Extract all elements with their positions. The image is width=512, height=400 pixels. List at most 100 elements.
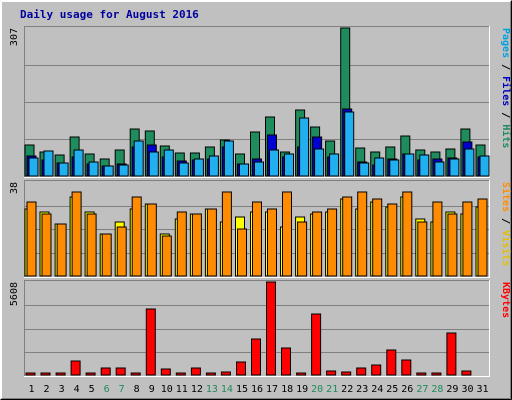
bar-kbytes-day-21 <box>326 370 337 376</box>
bar-pages-day-17 <box>269 149 279 177</box>
bar-sites-day-28 <box>432 201 443 277</box>
bar-kbytes-day-18 <box>281 347 291 376</box>
bar-kbytes-day-7 <box>115 367 126 376</box>
panel-sites-visits: 38 Sites / Visits <box>9 180 512 278</box>
bar-kbytes-day-16 <box>251 338 261 376</box>
bar-sites-day-15 <box>237 228 247 277</box>
day-label: 25 <box>386 384 398 395</box>
series-sites <box>26 191 488 277</box>
bar-kbytes-day-11 <box>175 372 186 376</box>
side-label-sites-visits: Sites / Visits <box>500 182 512 266</box>
ymax-label-pages-files-hits: 307 <box>9 28 20 46</box>
day-label: 4 <box>74 384 80 395</box>
day-label: 8 <box>134 384 140 395</box>
bar-kbytes-day-20 <box>311 313 322 376</box>
day-label: 1 <box>28 384 34 395</box>
bar-sites-day-2 <box>41 213 52 277</box>
bar-pages-day-30 <box>464 148 475 177</box>
side-label-part: Visits <box>500 230 512 266</box>
bar-kbytes-day-4 <box>70 360 81 376</box>
bar-kbytes-day-12 <box>190 367 201 376</box>
bar-kbytes-day-3 <box>55 372 66 376</box>
day-label: 18 <box>281 384 293 395</box>
bar-sites-day-3 <box>56 223 67 277</box>
day-label: 12 <box>191 384 203 395</box>
bar-pages-day-19 <box>299 117 310 177</box>
bar-pages-day-7 <box>118 164 129 177</box>
side-label-part: Files <box>500 76 512 106</box>
bar-kbytes-day-10 <box>160 368 171 376</box>
bar-kbytes-day-2 <box>40 372 51 376</box>
bar-kbytes-day-1 <box>25 372 36 376</box>
bar-pages-day-10 <box>163 149 174 177</box>
bar-sites-day-30 <box>462 201 473 277</box>
side-label-part: / <box>500 106 511 124</box>
bar-pages-day-8 <box>133 140 144 177</box>
bar-kbytes-day-26 <box>401 359 412 376</box>
day-label: 11 <box>176 384 188 395</box>
panel-kbytes: 5608 KBytes <box>9 280 511 377</box>
bar-sites-day-25 <box>387 203 398 277</box>
day-label: 31 <box>476 384 488 395</box>
bar-sites-day-16 <box>252 201 262 277</box>
bar-sites-day-4 <box>71 191 82 277</box>
bar-pages-day-20 <box>314 148 325 177</box>
bar-kbytes-day-17 <box>266 281 276 376</box>
bar-pages-day-27 <box>419 154 430 177</box>
bar-sites-day-12 <box>191 213 202 277</box>
bar-pages-day-28 <box>434 161 445 177</box>
bar-kbytes-day-30 <box>461 370 472 376</box>
bar-sites-day-1 <box>26 201 37 277</box>
day-label: 9 <box>149 384 155 395</box>
bar-pages-day-23 <box>359 162 370 177</box>
bar-sites-day-13 <box>206 208 217 277</box>
side-label-part: Pages <box>500 28 511 58</box>
day-label: 14 <box>221 384 233 395</box>
bar-kbytes-day-24 <box>371 364 382 376</box>
day-label: 28 <box>431 384 443 395</box>
bar-pages-day-12 <box>193 158 204 177</box>
bar-kbytes-day-6 <box>100 367 111 376</box>
day-label: 21 <box>326 384 338 395</box>
day-label: 10 <box>161 384 173 395</box>
bar-pages-day-6 <box>103 165 114 177</box>
bar-sites-day-27 <box>417 221 428 277</box>
day-label: 22 <box>341 384 353 395</box>
bar-sites-day-23 <box>357 191 368 277</box>
bar-kbytes-day-8 <box>130 372 141 376</box>
bar-pages-day-29 <box>449 158 460 177</box>
day-label: 6 <box>104 384 110 395</box>
bar-sites-day-9 <box>146 203 157 277</box>
day-label: 2 <box>43 384 49 395</box>
bar-pages-day-31 <box>479 155 490 177</box>
bar-sites-day-31 <box>477 198 488 277</box>
bar-kbytes-day-19 <box>296 372 307 376</box>
side-label-part: Sites <box>500 182 512 212</box>
bar-sites-day-19 <box>297 221 308 277</box>
bar-pages-day-18 <box>284 153 294 177</box>
bar-kbytes-day-13 <box>205 372 216 376</box>
side-label-part: / <box>500 212 511 230</box>
day-label: 20 <box>311 384 323 395</box>
side-label-part: KBytes <box>500 282 511 318</box>
bar-pages-day-14 <box>223 140 234 177</box>
day-label: 5 <box>89 384 95 395</box>
day-label: 17 <box>266 384 278 395</box>
bar-sites-day-10 <box>161 235 172 277</box>
series-pages <box>28 111 490 177</box>
day-label: 16 <box>251 384 263 395</box>
chart-title: Daily usage for August 2016 <box>20 8 199 21</box>
bar-kbytes-day-25 <box>386 349 397 376</box>
side-label-pages-files-hits: Pages / Files / Hits <box>500 28 512 148</box>
bar-sites-day-18 <box>282 191 292 277</box>
day-label: 19 <box>296 384 308 395</box>
bar-kbytes-day-14 <box>220 371 231 376</box>
side-label-part: Hits <box>500 124 512 148</box>
bar-pages-day-25 <box>389 159 400 177</box>
series-kbytes <box>25 281 472 376</box>
day-label: 15 <box>236 384 248 395</box>
bar-sites-day-8 <box>131 196 142 277</box>
day-label: 13 <box>206 384 218 395</box>
day-label: 27 <box>416 384 428 395</box>
